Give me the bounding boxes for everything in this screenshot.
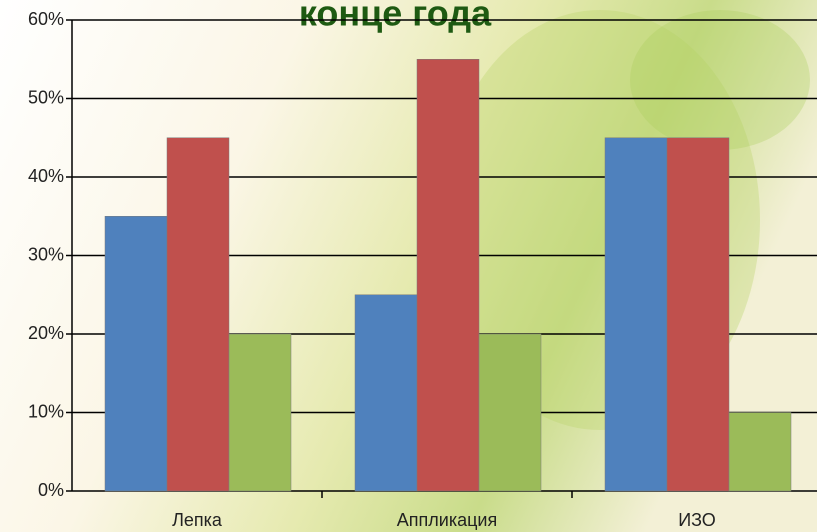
bar <box>355 295 417 491</box>
bar <box>229 334 291 491</box>
chart-title: конце года <box>299 0 492 34</box>
bar <box>417 59 479 491</box>
x-tick-label: ИЗО <box>678 510 716 530</box>
y-tick-label: 60% <box>28 9 64 29</box>
bar <box>167 138 229 491</box>
x-tick-label: Аппликация <box>397 510 497 530</box>
bar <box>667 138 729 491</box>
y-tick-label: 40% <box>28 166 64 186</box>
y-tick-label: 10% <box>28 401 64 421</box>
bar <box>479 334 541 491</box>
y-tick-label: 50% <box>28 87 64 107</box>
bar <box>729 413 791 492</box>
bar <box>605 138 667 491</box>
bar <box>105 216 167 491</box>
decoration <box>630 10 810 150</box>
chart: конце года 0% 10% 20% 30% 40% 50% 60% Лепка Аппл… <box>0 0 817 532</box>
y-tick-label: 30% <box>28 244 64 264</box>
y-tick-label: 0% <box>38 480 64 500</box>
y-tick-label: 20% <box>28 323 64 343</box>
x-tick-label: Лепка <box>172 510 223 530</box>
